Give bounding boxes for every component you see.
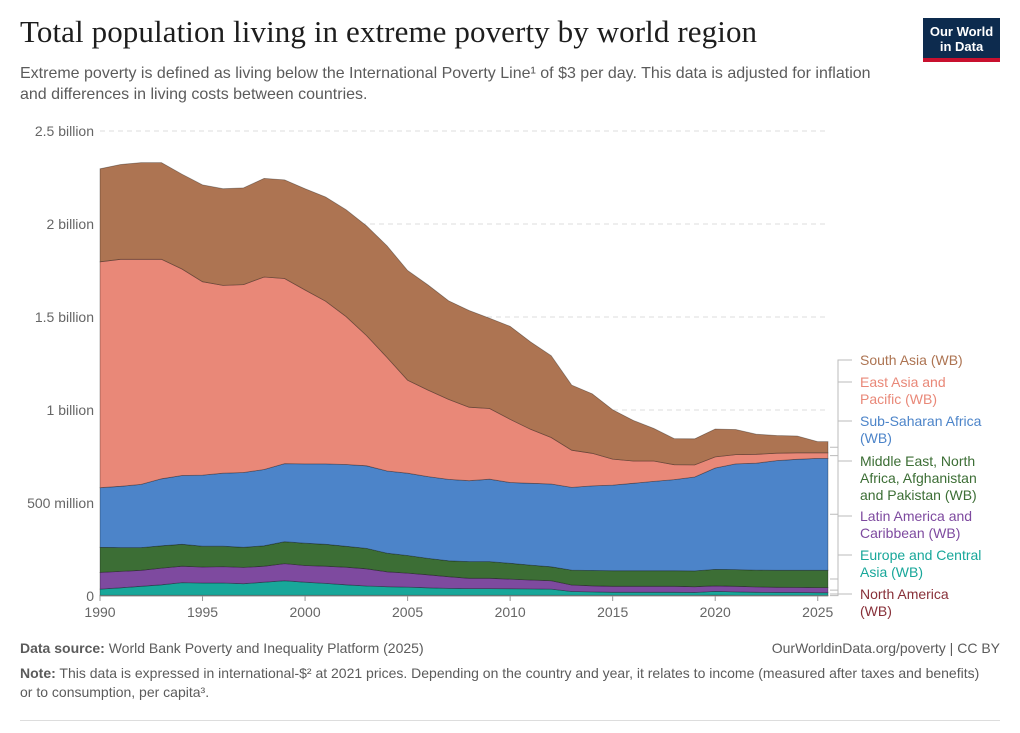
source-text[interactable]: World Bank Poverty and Inequality Platfo… — [108, 640, 424, 656]
legend-label: Middle East, North Africa, Afghanistan and… — [860, 453, 977, 503]
legend-connector — [830, 420, 852, 515]
y-tick-label: 2 billion — [47, 216, 94, 232]
x-tick-label: 1990 — [84, 604, 115, 620]
legend-label: Sub-Saharan Africa (WB) — [860, 413, 982, 446]
footer-divider — [20, 720, 1000, 721]
y-tick-label: 1.5 billion — [35, 309, 94, 325]
x-tick-label: 2000 — [289, 604, 320, 620]
x-tick-label: 2025 — [802, 604, 833, 620]
x-tick-label: 1995 — [187, 604, 218, 620]
note-text: This data is expressed in international-… — [20, 665, 980, 700]
owid-logo[interactable]: Our World in Data — [923, 18, 1000, 62]
area-south-asia-wb- — [99, 162, 829, 466]
chart-subtitle: Extreme poverty is defined as living bel… — [20, 65, 871, 103]
y-tick-label: 2.5 billion — [35, 123, 94, 139]
x-tick-label: 2020 — [700, 604, 731, 620]
legend-connector — [830, 554, 852, 595]
area-latin-america-and-caribbean-wb- — [99, 563, 829, 594]
area-middle-east-north-africa-afghanistan-and-pakistan-wb- — [99, 541, 829, 588]
source-label: Data source: — [20, 640, 105, 656]
legend-connector — [830, 515, 852, 591]
legend-connector — [830, 460, 852, 580]
chart-title: Total population living in extreme pover… — [20, 14, 758, 49]
y-tick-label: 1 billion — [47, 402, 94, 418]
chart-note: Note: This data is expressed in internat… — [20, 664, 990, 702]
y-tick-label: 0 — [86, 588, 94, 604]
source-url[interactable]: OurWorldinData.org/poverty | CC BY — [771, 640, 1000, 656]
area-chart: 0 500 million 1 billion 1.5 billion 2 billio… — [27, 123, 982, 620]
legend-label: South Asia (WB) — [860, 352, 963, 368]
y-tick-label: 500 million — [27, 495, 94, 511]
y-axis-ticks: 0 500 million 1 billion 1.5 billion 2 billio… — [27, 123, 94, 604]
legend-label: North America (WB) — [860, 586, 949, 619]
x-tick-label: 2015 — [597, 604, 628, 620]
area-europe-and-central-asia-wb- — [99, 580, 829, 596]
legend: South Asia (WB) East Asia and Pacific (WB)… — [830, 352, 982, 619]
data-source: Data source: World Bank Poverty and Ineq… — [20, 640, 424, 656]
logo-line-2: in Data — [939, 39, 984, 54]
legend-label: Latin America and Caribbean (WB) — [860, 508, 972, 541]
legend-label: East Asia and Pacific (WB) — [860, 374, 946, 407]
note-label: Note: — [20, 665, 56, 681]
x-axis: 1990 1995 2000 2005 2010 2015 2020 2025 — [84, 595, 834, 620]
stacked-areas — [99, 162, 829, 597]
x-tick-label: 2005 — [392, 604, 423, 620]
logo-line-1: Our World — [929, 24, 994, 39]
legend-connector — [830, 359, 852, 448]
x-tick-label: 2010 — [495, 604, 526, 620]
legend-connector — [830, 593, 852, 597]
legend-label: Europe and Central Asia (WB) — [860, 547, 981, 580]
legend-connector — [830, 381, 852, 457]
